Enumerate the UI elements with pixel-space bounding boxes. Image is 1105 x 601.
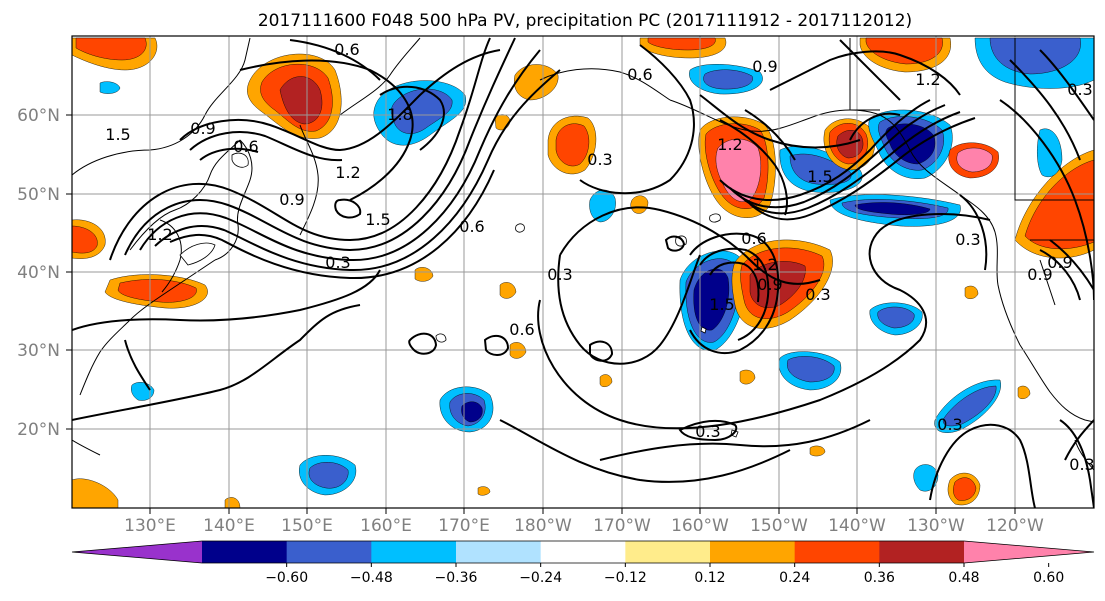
contour-label: 1.2 [147,225,172,244]
contour-label: 1.8 [387,105,412,124]
contour-label: 0.6 [233,137,258,156]
colorbar-label: 0.36 [864,570,895,586]
contour-label: 1.5 [105,125,130,144]
colorbar-outline [71,540,1095,564]
colorbar-segment [202,541,288,563]
contour-label: 0.6 [741,229,766,248]
contour-label: 0.3 [1069,455,1094,474]
colorbar-label: 0.60 [1033,570,1064,586]
colorbar-segment [879,541,965,563]
lat-label: 60°N [17,106,60,126]
colorbar-label: −0.12 [604,570,647,586]
contour-label: 0.3 [1067,80,1092,99]
lon-label: 130°W [907,516,965,536]
contour-label: 0.9 [190,119,215,138]
colorbar-label: 0.48 [948,570,979,586]
contour-label: 1.5 [807,167,832,186]
latitude-labels: 60°N 50°N 40°N 30°N 20°N [17,106,60,440]
colorbar-segment [794,541,880,563]
colorbar-label: −0.60 [265,570,308,586]
contour-label: 0.3 [547,265,572,284]
contour-label: 0.3 [955,230,980,249]
political-borders [849,38,1094,241]
contour-label: 0.9 [757,275,782,294]
colorbar-segment [456,541,542,563]
colorbar-label: 0.12 [694,570,725,586]
lon-label: 120°W [986,516,1044,536]
contour-label: 0.6 [509,320,534,339]
lat-label: 20°N [17,420,60,440]
lon-label: 180°W [514,516,572,536]
contour-label: 0.6 [459,217,484,236]
axis-ticks [66,114,1016,514]
colorbar-segment [710,541,796,563]
colorbar-label: 0.24 [779,570,810,586]
contour-label: 1.5 [365,210,390,229]
contour-labels: 0.6 0.9 1.2 1.5 1.8 0.6 0.9 1.5 1.2 0.3 … [105,40,1094,474]
contour-label: 1.2 [717,135,742,154]
contour-label: 0.3 [325,253,350,272]
contour-label: 0.9 [1027,265,1052,284]
contour-label: 1.2 [752,255,777,274]
coastlines [72,37,1094,471]
colorbar-label: −0.48 [350,570,393,586]
colorbar-segment [371,541,457,563]
lat-label: 40°N [17,263,60,283]
longitude-labels: 130°E 140°E 150°E 160°E 170°E 180°W 170°… [124,516,1044,536]
contour-label: 1.2 [915,70,940,89]
map-area: 0.6 0.9 1.2 1.5 1.8 0.6 0.9 1.5 1.2 0.3 … [72,36,1094,508]
colorbar-label: −0.24 [519,570,562,586]
colorbar-min-extension [72,541,202,563]
lon-label: 160°W [671,516,729,536]
contour-label: 0.6 [627,65,652,84]
contour-label: 0.3 [587,150,612,169]
islands [179,152,739,438]
colorbar-segment [286,541,372,563]
lon-label: 150°E [281,516,333,536]
contour-label: 0.3 [937,415,962,434]
colorbar-max-extension [964,541,1094,563]
contour-label: 1.2 [335,163,360,182]
pv-contours [72,37,1094,508]
contour-label: 0.9 [279,190,304,209]
contour-label: 0.9 [1047,253,1072,272]
contour-label: 0.6 [334,40,359,59]
colorbar-segment [540,541,626,563]
contour-label: 0.9 [752,57,777,76]
colorbar-label: −0.36 [435,570,478,586]
lat-label: 50°N [17,185,60,205]
lon-label: 140°E [203,516,255,536]
lon-label: 150°W [750,516,808,536]
lon-label: 130°E [124,516,176,536]
contour-label: 0.3 [805,285,830,304]
contour-label: 1.5 [709,295,734,314]
lon-label: 140°W [828,516,886,536]
contour-label: 0.3 [695,422,720,441]
lon-label: 160°E [360,516,412,536]
colorbar-segment [625,541,711,563]
colorbar: −0.60 −0.48 −0.36 −0.24 −0.12 0.12 0.24 0.36 0.4… [71,540,1095,586]
lon-label: 170°E [438,516,490,536]
map-title: 2017111600 F048 500 hPa PV, precipitatio… [258,11,912,31]
lon-label: 170°W [593,516,651,536]
lat-label: 30°N [17,341,60,361]
